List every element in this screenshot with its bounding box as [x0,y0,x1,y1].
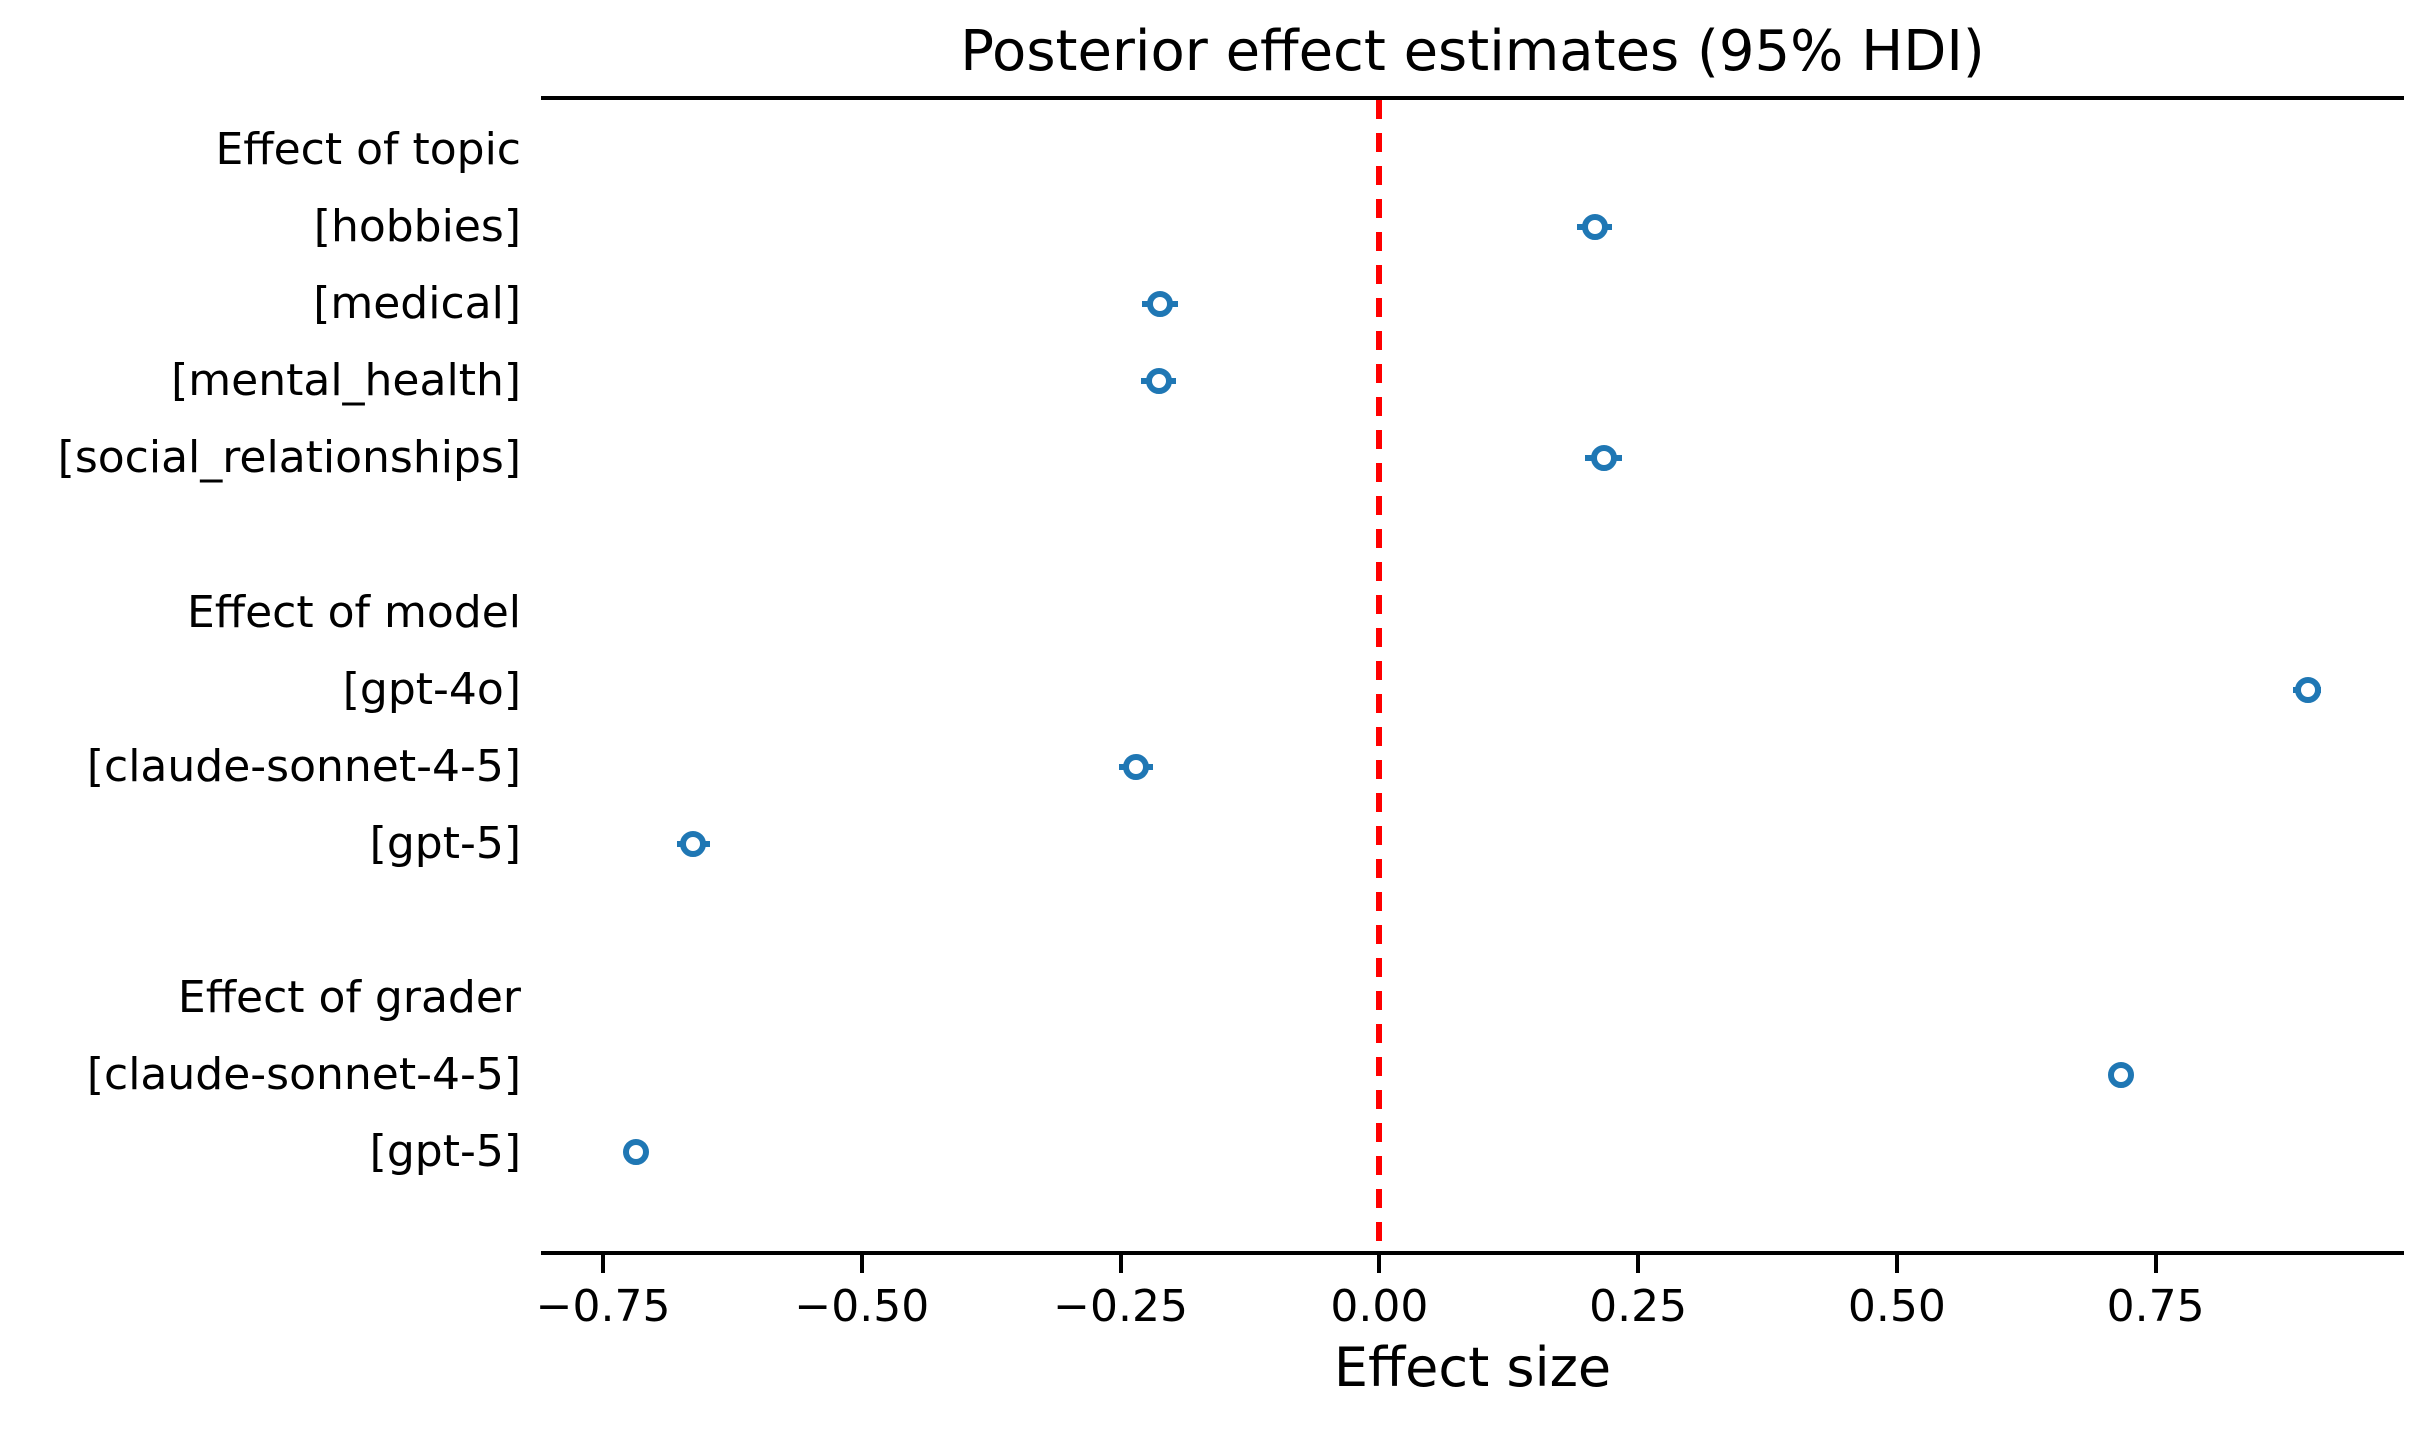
y-axis-label: [social_relationships] [57,432,521,484]
x-tick-label: 0.50 [1847,1281,1946,1332]
x-tick-label: 0.00 [1330,1281,1429,1332]
posterior-mean-marker [1145,368,1172,395]
posterior-mean-marker [1123,753,1150,780]
x-tick-mark [1377,1255,1382,1273]
chart-title: Posterior effect estimates (95% HDI) [960,19,1985,84]
y-axis-label: [claude-sonnet-4-5] [86,1049,521,1101]
x-tick-label: −0.50 [794,1281,930,1332]
x-axis-label: Effect size [1333,1336,1612,1399]
y-group-header: Effect of model [186,586,521,638]
top-spine [541,96,2404,100]
posterior-mean-marker [1146,291,1173,318]
y-axis-label: [mental_health] [171,355,521,407]
posterior-mean-marker [680,830,707,857]
x-tick-label: 0.25 [1589,1281,1688,1332]
x-tick-mark [2153,1255,2158,1273]
zero-reference-line [1376,100,1383,1251]
x-tick-mark [859,1255,864,1273]
x-tick-mark [1118,1255,1123,1273]
y-axis-label: [hobbies] [313,201,521,253]
posterior-mean-marker [623,1139,650,1166]
y-axis-label: [medical] [313,278,521,330]
y-group-header: Effect of topic [215,124,521,175]
x-tick-mark [601,1255,606,1273]
x-tick-mark [1636,1255,1641,1273]
x-tick-label: −0.75 [535,1281,671,1332]
x-tick-mark [1894,1255,1899,1273]
bottom-spine [541,1251,2404,1255]
y-axis-label: [gpt-5] [369,1126,521,1178]
posterior-mean-marker [1590,445,1617,472]
posterior-mean-marker [2108,1062,2135,1089]
x-tick-label: −0.25 [1053,1281,1189,1332]
x-tick-label: 0.75 [2106,1281,2205,1332]
y-axis-label: [claude-sonnet-4-5] [86,740,521,792]
y-axis-label: [gpt-5] [369,817,521,869]
y-group-header: Effect of grader [177,972,521,1024]
y-axis-label: [gpt-4o] [342,663,521,715]
posterior-mean-marker [1581,214,1608,241]
posterior-mean-marker [2294,676,2321,703]
